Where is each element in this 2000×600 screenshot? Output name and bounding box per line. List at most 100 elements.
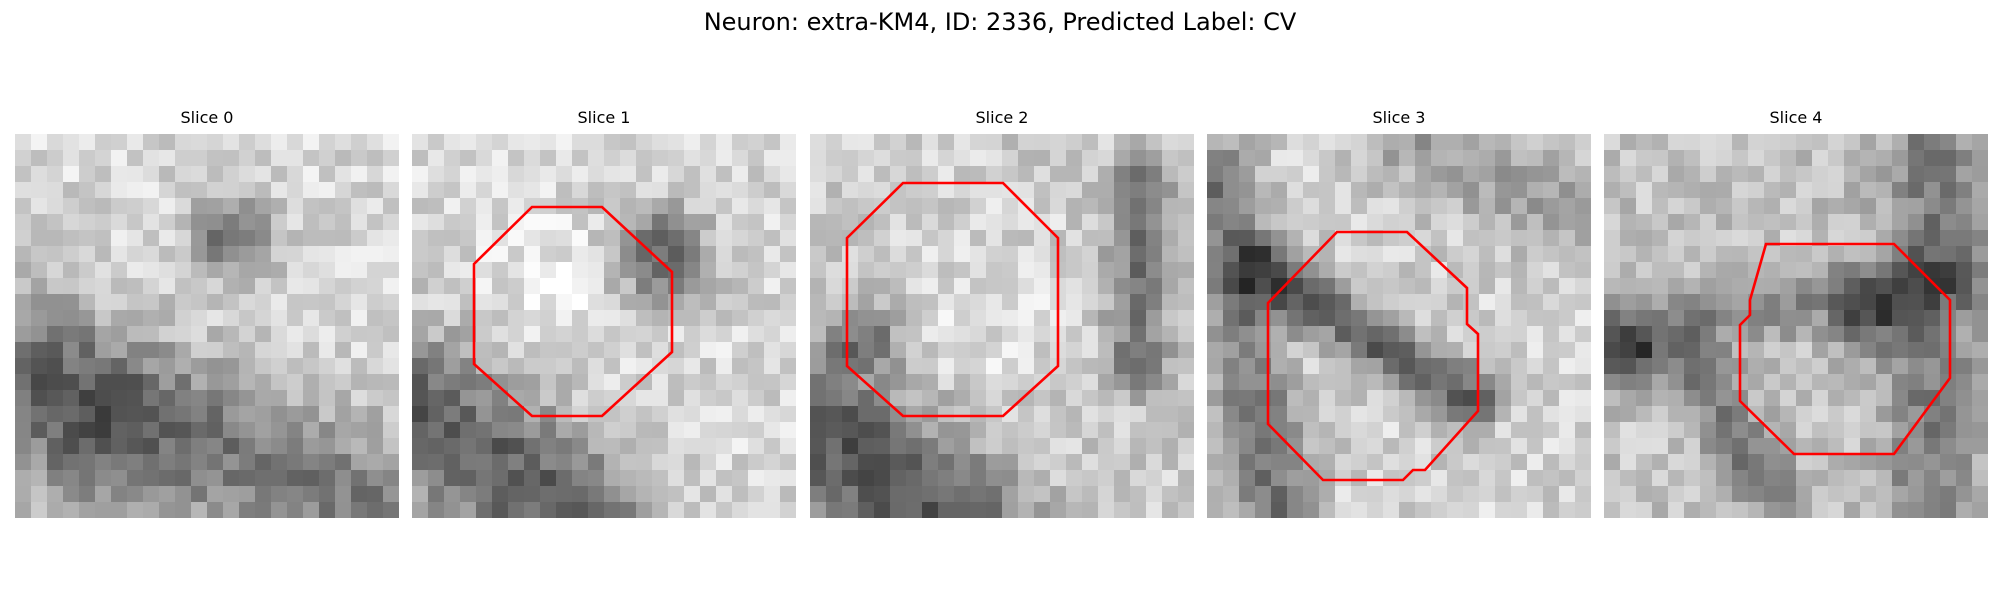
pixel [1399,310,1416,327]
pixel [412,390,429,407]
pixel [239,390,256,407]
slice-title: Slice 2 [975,108,1029,127]
pixel [1748,390,1765,407]
pixel [1892,230,1909,247]
pixel [1652,486,1669,503]
pixel [1082,278,1099,295]
pixel [319,422,336,439]
pixel [890,294,907,311]
pixel [1636,470,1653,487]
pixel [1559,454,1576,471]
pixel [732,294,749,311]
pixel [1335,262,1352,279]
pixel [1447,438,1464,455]
pixel [1271,310,1288,327]
pixel [1319,406,1336,423]
pixel [1652,262,1669,279]
pixel [780,198,796,215]
pixel [938,150,955,167]
pixel [1575,278,1591,295]
pixel [1700,150,1717,167]
pixel [874,502,891,518]
pixel [79,326,96,343]
pixel [1892,310,1909,327]
pixel [764,166,781,183]
pixel [1620,342,1637,359]
pixel [1668,134,1685,151]
pixel [1207,470,1224,487]
pixel [826,326,843,343]
pixel [460,150,477,167]
pixel [143,326,160,343]
pixel [95,150,112,167]
pixel [1652,134,1669,151]
pixel [1319,246,1336,263]
pixel [383,342,399,359]
pixel [1684,150,1701,167]
pixel [1684,310,1701,327]
pixel [1146,214,1163,231]
pixel [303,438,320,455]
pixel [1908,134,1925,151]
pixel [492,454,509,471]
pixel [1511,198,1528,215]
pixel [636,486,653,503]
pixel [460,230,477,247]
pixel [1716,198,1733,215]
pixel [1319,454,1336,471]
pixel [367,342,384,359]
pixel [1287,214,1304,231]
pixel [239,454,256,471]
pixel [1303,358,1320,375]
pixel [826,470,843,487]
pixel [1972,326,1988,343]
pixel [620,470,637,487]
pixel [127,422,144,439]
pixel [1636,166,1653,183]
pixel [1924,182,1941,199]
pixel [1559,438,1576,455]
pixel [970,502,987,518]
pixel [287,470,304,487]
pixel [412,214,429,231]
pixel [1876,438,1893,455]
pixel [842,198,859,215]
pixel [1463,390,1480,407]
pixel [874,406,891,423]
pixel [1303,198,1320,215]
pixel [175,454,192,471]
pixel [970,486,987,503]
slice-image [15,134,399,518]
pixel [175,310,192,327]
pixel [1908,166,1925,183]
pixel [1668,358,1685,375]
pixel [351,214,368,231]
pixel [1716,406,1733,423]
pixel [540,294,557,311]
pixel [874,422,891,439]
pixel [1684,502,1701,518]
pixel [1620,422,1637,439]
pixel [303,326,320,343]
pixel [732,166,749,183]
pixel [1162,198,1179,215]
pixel [1495,182,1512,199]
pixel [15,326,32,343]
pixel [351,342,368,359]
pixel [1018,278,1035,295]
pixel [1399,326,1416,343]
pixel [207,470,224,487]
pixel [287,326,304,343]
pixel [1002,214,1019,231]
pixel [764,150,781,167]
pixel [986,326,1003,343]
pixel [954,486,971,503]
pixel [287,134,304,151]
pixel [1082,406,1099,423]
pixel [159,374,176,391]
pixel [1066,310,1083,327]
pixel [1399,230,1416,247]
pixel [1972,182,1988,199]
pixel [780,422,796,439]
pixel [444,390,461,407]
